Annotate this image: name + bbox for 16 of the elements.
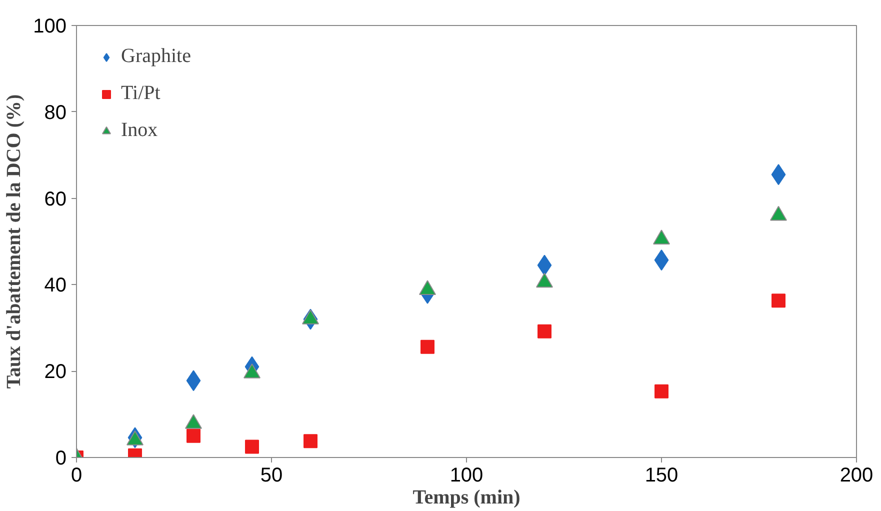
y-tick-label: 100 [33, 16, 67, 38]
x-axis-title: Temps (min) [412, 486, 520, 508]
y-tick-label: 80 [44, 102, 67, 124]
x-tick-label: 0 [70, 464, 82, 486]
x-tick-label: 50 [260, 464, 283, 486]
y-tick-label: 60 [44, 188, 67, 210]
y-tick-label: 0 [55, 448, 66, 470]
x-tick-label: 150 [644, 464, 678, 486]
x-tick-label: 200 [840, 464, 874, 486]
y-tick-label: 20 [44, 361, 67, 384]
legend-label: Ti/Pt [121, 82, 160, 105]
legend-label: Inox [121, 119, 158, 142]
legend-label: Graphite [121, 45, 191, 68]
x-tick-label: 100 [450, 464, 484, 486]
y-tick-label: 40 [44, 274, 67, 297]
y-axis-title: Taux d'abattement de la DCO (%) [3, 94, 26, 389]
